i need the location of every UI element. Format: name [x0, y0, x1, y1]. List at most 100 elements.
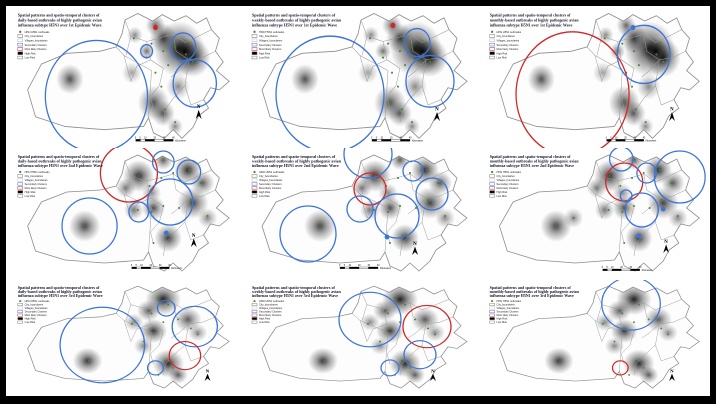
legend-label: Villages_boundaries: [497, 38, 520, 42]
legend-label: High Risk: [25, 318, 37, 321]
outbreak-dot: [399, 205, 401, 207]
north-label: N: [435, 106, 439, 112]
secondary-cluster-circle: [146, 360, 164, 376]
admin-boundary-line: [659, 316, 686, 325]
scale-bar-segment: [136, 266, 142, 269]
scale-bar-segment: [131, 266, 137, 269]
admin-boundary-line: [146, 41, 164, 86]
admin-boundary-line: [163, 85, 186, 123]
map-svg-monthly-wave3: Spatial patterns and spatio-temporal clu…: [489, 280, 700, 389]
density-blob: [637, 117, 654, 136]
outbreak-dot: [623, 242, 626, 244]
legend-label: HPAI H5N1 outbreaks: [497, 30, 522, 34]
scale-tick-label: 5: [610, 136, 612, 139]
legend-label: Low Risk: [259, 321, 270, 324]
legend: HPAI H5N1 outbreaksCity_boundariesVillag…: [489, 170, 522, 198]
outbreak-dot: [642, 172, 645, 174]
map-panel-monthly-wave1: Spatial patterns and spatio-temporal clu…: [478, 6, 710, 148]
scale-tick-label: 40: [377, 265, 380, 267]
outbreak-dot: [391, 71, 393, 74]
most-likely-cluster-circle: [99, 148, 159, 203]
legend-label: Low Risk: [25, 321, 36, 324]
legend-swatch-outline: [251, 303, 258, 306]
blue-cluster-dot: [384, 234, 390, 240]
legend: HPAI H5N1 outbreaksCity_boundariesVillag…: [489, 300, 522, 324]
admin-boundary-line: [171, 323, 190, 339]
legend-label: Most likely Clusters: [25, 314, 48, 317]
density-blob: [376, 318, 404, 344]
density-blob: [405, 366, 425, 384]
admin-boundary-line: [641, 323, 660, 339]
map-outline: [27, 154, 230, 272]
outbreak-dot: [632, 205, 635, 207]
legend-label: Secondary Clusters: [25, 311, 48, 314]
density-blob: [594, 313, 615, 331]
red-cluster-dot: [390, 22, 396, 28]
scale-unit-label: Kilometers: [380, 267, 392, 270]
scale-bar-segment: [615, 139, 626, 142]
scale-tick-label: 0: [602, 267, 604, 269]
density-blob: [151, 100, 176, 127]
admin-boundary-line: [621, 85, 631, 110]
scale-tick-label: 5: [344, 265, 346, 267]
admin-boundary-line: [184, 85, 204, 106]
outbreak-dot: [164, 108, 167, 111]
density-blob: [360, 313, 380, 331]
admin-boundary-line: [587, 313, 623, 372]
legend-label: Secondary Clusters: [259, 182, 282, 186]
secondary-cluster-circle: [402, 160, 424, 182]
scale-tick-label: 40: [172, 136, 175, 139]
legend-swatch-white-rect: [489, 320, 495, 324]
scale-bar-segment: [371, 139, 377, 142]
north-arrow-icon: N: [669, 369, 675, 382]
secondary-cluster-circle: [601, 280, 661, 331]
scale-bar-segment: [144, 139, 155, 142]
secondary-cluster-circle: [374, 193, 420, 239]
secondary-cluster-circle: [59, 306, 146, 384]
legend: HPAI H5N1 outbreaksCity_boundariesVillag…: [251, 300, 285, 324]
outbreak-dot: [162, 321, 165, 324]
scale-bar-segment: [634, 139, 644, 142]
secondary-cluster-circle: [128, 201, 150, 223]
density-blob: [624, 155, 644, 170]
outbreak-dot: [132, 37, 135, 40]
most-likely-cluster-circle: [611, 360, 629, 376]
outbreak-dot: [404, 64, 406, 67]
north-arrow-icon: N: [204, 369, 211, 382]
legend-swatch-black-rect: [17, 317, 23, 320]
scale-tick-label: 20: [624, 136, 627, 139]
legend-swatch-blue-rect: [251, 42, 258, 47]
density-blob: [594, 200, 615, 220]
outbreak-dot: [189, 199, 192, 201]
secondary-cluster-circle: [140, 44, 154, 59]
legend-label: High Risk: [497, 190, 508, 194]
panel-title-line: influenza subtype H5N1 over 2nd Epidemic…: [18, 163, 103, 168]
map-svg-monthly-wave2: Spatial patterns and spatio-temporal clu…: [489, 148, 706, 272]
outbreak-dot: [444, 215, 446, 217]
scale-bar-segment: [376, 139, 382, 142]
scale-tick-label: 40: [168, 265, 171, 267]
admin-boundary-line: [587, 46, 623, 118]
scale-tick-label: 5: [376, 136, 378, 139]
density-blob: [141, 183, 162, 203]
admin-boundary-line: [407, 323, 427, 339]
outbreak-dot: [150, 211, 153, 213]
legend-label: Low Risk: [497, 56, 508, 60]
panel-title-line: influenza subtype H5N1 over 1st Epidemic…: [18, 22, 102, 27]
scale-unit-label: Kilometers: [171, 267, 182, 270]
legend-swatch-outline-light: [17, 306, 23, 310]
outbreak-dot: [401, 108, 403, 111]
legend-outbreak-swatch: [19, 30, 22, 34]
admin-boundary-line: [425, 189, 454, 199]
figure-frame: Spatial patterns and spatio-temporal clu…: [6, 6, 710, 396]
scale-tick-label: 0: [371, 136, 373, 139]
outbreak-dot: [409, 367, 411, 369]
secondary-cluster-circle: [279, 205, 337, 263]
legend-label: Most likely Clusters: [497, 47, 519, 51]
outbreak-dot: [150, 312, 153, 315]
outbreak-dot: [434, 333, 436, 336]
scale-bar-segment: [163, 139, 174, 142]
outbreak-dot: [631, 85, 633, 88]
panel-title: Spatial patterns and spatio-temporal clu…: [252, 154, 342, 168]
